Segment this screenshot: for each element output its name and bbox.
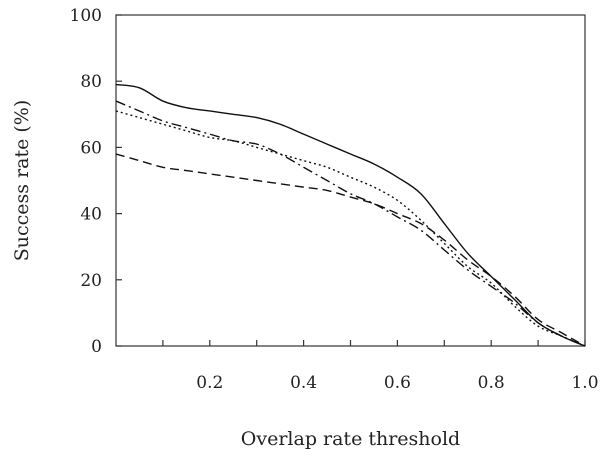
series-line-dotted bbox=[115, 110, 586, 347]
y-tick-label: 80 bbox=[80, 72, 102, 92]
series-line-solid bbox=[115, 83, 586, 347]
y-tick-label: 100 bbox=[70, 6, 102, 26]
y-axis-ticks: 0 20 40 60 80 100 bbox=[70, 6, 122, 357]
x-axis-ticks: 0.2 0.4 0.6 0.8 1.0 bbox=[162, 340, 599, 393]
series-line-dashed bbox=[115, 153, 586, 347]
x-tick-label: 1.0 bbox=[571, 373, 598, 393]
y-tick-label: 0 bbox=[91, 337, 102, 357]
y-axis-title: Success rate (%) bbox=[11, 100, 33, 262]
y-tick-label: 20 bbox=[80, 271, 102, 291]
series-lines bbox=[115, 83, 586, 347]
y-tick-label: 60 bbox=[80, 138, 102, 158]
x-tick-label: 0.8 bbox=[478, 373, 505, 393]
plot-area-frame bbox=[115, 14, 586, 347]
x-tick-label: 0.2 bbox=[196, 373, 223, 393]
x-axis-title: Overlap rate threshold bbox=[241, 428, 460, 450]
x-tick-label: 0.6 bbox=[384, 373, 411, 393]
series-line-dashdot bbox=[115, 100, 586, 347]
x-tick-label: 0.4 bbox=[290, 373, 317, 393]
y-tick-label: 40 bbox=[80, 205, 102, 225]
